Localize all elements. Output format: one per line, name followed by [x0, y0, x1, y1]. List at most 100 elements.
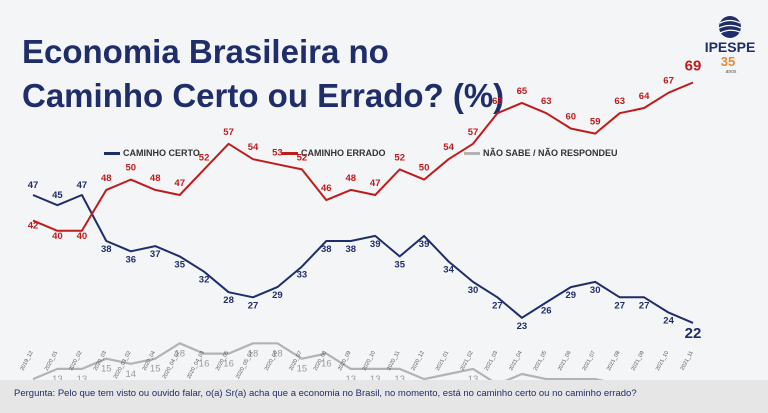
data-label-s0-8: 28 [223, 295, 234, 306]
series-line-2 [32, 342, 605, 380]
legend-swatch-errado [282, 151, 298, 155]
data-label-s1-4: 50 [126, 163, 137, 174]
x-tick-label-23: 2021_07 [582, 350, 597, 372]
data-label-s2-5: 15 [150, 364, 161, 375]
data-label-s1-16: 50 [419, 163, 430, 174]
data-label-s1-9: 54 [248, 142, 259, 153]
data-label-s1-5: 48 [150, 173, 161, 184]
data-label-s1-2: 40 [77, 231, 88, 242]
data-label-s1-22: 60 [566, 112, 577, 123]
data-label-s1-8: 57 [223, 127, 234, 138]
legend-swatch-certo [104, 151, 120, 155]
data-label-s2-11: 15 [297, 364, 308, 375]
data-label-s0-5: 37 [150, 249, 161, 260]
logo-number: 35 [721, 54, 735, 69]
data-label-s1-6: 47 [174, 178, 185, 189]
data-label-s0-3: 38 [101, 244, 112, 255]
data-label-s2-8: 16 [223, 359, 234, 370]
data-label-s2-15: 13 [394, 374, 405, 380]
legend-label-ns: NÃO SABE / NÃO RESPONDEU [483, 148, 618, 158]
data-label-s0-20: 23 [517, 321, 528, 332]
x-tick-label-22: 2021_06 [557, 350, 572, 372]
data-label-s1-23: 59 [590, 117, 601, 128]
data-label-s0-1: 45 [52, 190, 63, 201]
data-label-s1-0: 42 [28, 221, 39, 232]
logo-subtext: anos [726, 69, 737, 75]
data-label-s0-27: 22 [685, 325, 702, 342]
data-label-s1-13: 48 [346, 173, 357, 184]
data-label-s0-17: 34 [443, 265, 454, 276]
x-tick-label-6: 2020_04_02 [162, 350, 182, 380]
data-label-s0-10: 29 [272, 290, 283, 301]
legend-label-certo: CAMINHO CERTO [123, 148, 200, 158]
data-label-s2-4: 14 [126, 369, 137, 380]
data-label-s0-13: 38 [346, 244, 357, 255]
data-label-s1-25: 64 [639, 91, 650, 102]
legend-item-certo: CAMINHO CERTO [104, 148, 200, 158]
data-label-s2-10: 18 [272, 348, 283, 359]
data-label-s1-15: 52 [394, 152, 405, 163]
data-label-s0-6: 35 [174, 259, 185, 270]
data-label-s2-20: 12 [517, 379, 528, 380]
data-label-s1-11: 52 [297, 152, 308, 163]
data-label-s0-9: 27 [248, 300, 259, 311]
data-label-s1-14: 47 [370, 178, 381, 189]
data-label-s2-2: 13 [77, 374, 88, 380]
x-tick-label-17: 2021_01 [435, 350, 450, 372]
x-tick-label-26: 2021_10 [655, 350, 670, 372]
legend-swatch-ns [464, 151, 480, 155]
data-label-s0-21: 26 [541, 305, 552, 316]
data-label-s1-27: 69 [685, 58, 702, 75]
question-footer: Pergunta: Pelo que tem visto ou ouvido f… [0, 380, 768, 413]
title-line-1: Economia Brasileira no [22, 33, 389, 70]
data-label-s2-3: 15 [101, 364, 112, 375]
legend-label-errado: CAMINHO ERRADO [301, 148, 386, 158]
data-label-s2-18: 13 [468, 374, 479, 380]
data-label-s1-7: 52 [199, 152, 210, 163]
data-label-s1-17: 54 [443, 142, 454, 153]
data-label-s2-6: 18 [174, 348, 185, 359]
data-label-s0-0: 47 [28, 180, 39, 191]
data-label-s0-24: 27 [614, 300, 625, 311]
x-tick-label-9: 2020_05_01 [235, 350, 255, 380]
data-label-s0-4: 36 [126, 254, 137, 265]
data-label-s0-16: 39 [419, 239, 430, 250]
data-label-s2-14: 13 [370, 374, 381, 380]
data-label-s1-19: 63 [492, 96, 503, 107]
x-tick-label-21: 2021_05 [533, 350, 548, 372]
x-tick-label-10: 2020_06 [264, 350, 279, 372]
data-label-s2-17: 12 [443, 379, 454, 380]
globe-icon: IPESPE 35 anos [705, 16, 756, 75]
data-label-s0-26: 24 [663, 316, 674, 327]
title-line-2: Caminho Certo ou Errado? (%) [22, 77, 505, 114]
data-label-s0-15: 35 [394, 259, 405, 270]
legend-item-ns: NÃO SABE / NÃO RESPONDEU [464, 148, 618, 158]
data-label-s0-19: 27 [492, 300, 503, 311]
data-label-s1-20: 65 [517, 86, 528, 97]
data-label-s0-7: 32 [199, 275, 210, 286]
data-label-s1-12: 46 [321, 183, 332, 194]
data-label-s1-24: 63 [614, 96, 625, 107]
data-label-s0-14: 39 [370, 239, 381, 250]
series-line-1 [32, 81, 694, 232]
page-title: Economia Brasileira no Caminho Certo ou … [22, 30, 582, 118]
data-label-s1-21: 63 [541, 96, 552, 107]
legend-item-errado: CAMINHO ERRADO [282, 148, 386, 158]
line-chart: 47 45 47 38 36 37 35 32 28 27 29 33 38 38 39 35 39 34 30 27… [19, 58, 702, 380]
x-tick-label-20: 2021_04 [508, 350, 523, 372]
x-tick-label-16: 2020_12 [411, 350, 426, 372]
ipespe-logo: IPESPE 35 anos [700, 14, 760, 76]
data-label-s2-7: 16 [199, 359, 210, 370]
data-label-s1-10: 53 [272, 147, 283, 158]
data-label-s1-1: 40 [52, 231, 63, 242]
logo-name: IPESPE [705, 39, 756, 55]
data-label-s0-25: 27 [639, 300, 650, 311]
data-label-s2-13: 13 [346, 374, 357, 380]
chart-legend: CAMINHO CERTO CAMINHO ERRADO NÃO SABE / … [0, 148, 768, 164]
x-tick-label-0: 2019_12 [19, 350, 34, 372]
data-label-s1-3: 48 [101, 173, 112, 184]
data-label-s2-1: 13 [52, 374, 63, 380]
data-label-s0-12: 38 [321, 244, 332, 255]
series-line-0 [32, 194, 694, 324]
data-label-s0-18: 30 [468, 285, 479, 296]
